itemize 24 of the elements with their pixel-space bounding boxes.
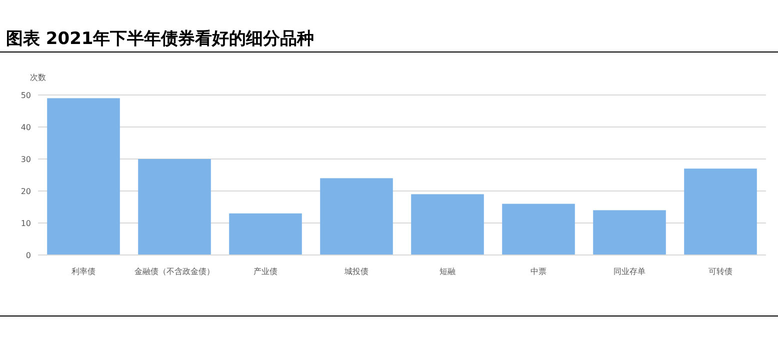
bar xyxy=(502,204,575,255)
x-tick-label: 中票 xyxy=(530,267,546,276)
bar xyxy=(229,213,302,255)
x-tick-label: 短融 xyxy=(440,267,456,276)
y-tick-label: 30 xyxy=(20,155,31,164)
x-tick-label: 利率债 xyxy=(72,267,96,276)
chart-title: 图表 2021年下半年债券看好的细分品种 xyxy=(6,29,314,49)
bar xyxy=(320,178,393,255)
y-axis-title: 次数 xyxy=(30,73,46,82)
bar xyxy=(411,194,484,255)
x-tick-label: 城投债 xyxy=(344,267,368,276)
y-tick-label: 50 xyxy=(20,91,31,100)
bar xyxy=(593,210,666,255)
bar xyxy=(684,168,757,255)
y-tick-label: 10 xyxy=(20,219,31,228)
x-tick-label: 同业存单 xyxy=(614,267,646,276)
x-tick-label: 产业债 xyxy=(254,267,278,276)
bar xyxy=(138,159,211,255)
y-tick-label: 0 xyxy=(26,251,31,260)
y-tick-label: 20 xyxy=(20,187,31,196)
x-tick-label: 金融债（不含政金债） xyxy=(134,267,214,276)
x-tick-label: 可转债 xyxy=(708,267,732,276)
y-tick-label: 40 xyxy=(20,123,31,132)
bar xyxy=(47,98,120,255)
